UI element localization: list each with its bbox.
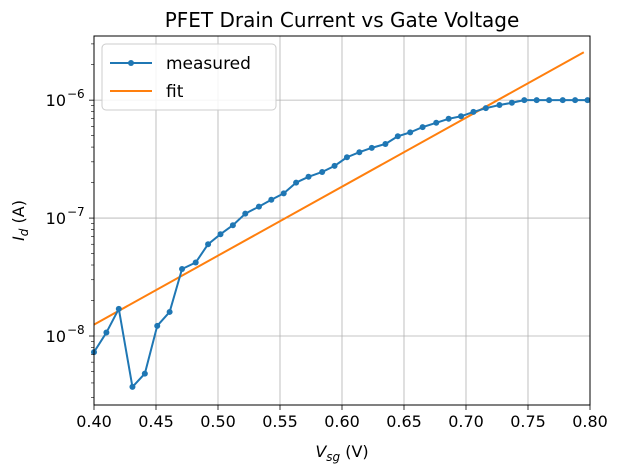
measured-point <box>546 97 553 104</box>
measured-point <box>382 140 389 147</box>
measured-point <box>368 144 375 151</box>
measured-line <box>93 99 588 388</box>
y-tick-label: 10 <box>46 327 66 346</box>
measured-point <box>331 162 338 169</box>
measured-point <box>470 108 477 115</box>
y-tick-exponent: −7 <box>67 205 85 219</box>
x-tick-label: 0.65 <box>386 412 422 431</box>
measured-point <box>482 105 489 112</box>
measured-point <box>205 241 212 248</box>
measured-point <box>115 305 122 312</box>
measured-point <box>179 266 186 273</box>
measured-point <box>559 97 566 104</box>
measured-point <box>141 370 148 377</box>
fit-line <box>93 51 585 326</box>
y-axis-ticks: 10−810−710−6 <box>46 43 94 398</box>
measured-point <box>192 259 199 266</box>
measured-point <box>305 173 312 180</box>
measured-point <box>103 329 110 336</box>
x-axis-label: Vsg (V) <box>315 442 368 464</box>
measured-series <box>91 97 591 390</box>
measured-point <box>217 231 224 238</box>
legend-measured-label: measured <box>166 54 251 74</box>
legend-fit-label: fit <box>166 82 184 102</box>
y-tick-label: 10 <box>46 91 66 110</box>
measured-point <box>255 203 262 210</box>
measured-point <box>572 97 579 104</box>
measured-point <box>229 222 236 229</box>
measured-point <box>129 383 136 390</box>
chart-title: PFET Drain Current vs Gate Voltage <box>165 8 520 32</box>
x-tick-label: 0.55 <box>262 412 298 431</box>
y-tick-exponent: −6 <box>67 87 85 101</box>
measured-point <box>394 133 401 140</box>
y-axis-label: Id (A) <box>9 200 31 241</box>
x-tick-label: 0.45 <box>138 412 174 431</box>
x-tick-label: 0.80 <box>572 412 608 431</box>
measured-point <box>445 115 452 122</box>
x-tick-label: 0.75 <box>510 412 546 431</box>
measured-point <box>319 168 326 175</box>
x-tick-label: 0.60 <box>324 412 360 431</box>
x-tick-label: 0.70 <box>448 412 484 431</box>
legend: measured fit <box>101 43 277 111</box>
measured-point <box>458 113 465 120</box>
legend-box <box>101 43 277 111</box>
measured-point <box>419 124 426 131</box>
measured-point <box>166 308 173 315</box>
measured-point <box>508 99 515 106</box>
measured-point <box>343 154 350 161</box>
measured-point <box>496 101 503 108</box>
measured-point <box>356 149 363 156</box>
legend-measured-marker <box>128 60 134 66</box>
measured-point <box>154 322 161 329</box>
y-tick-label: 10 <box>46 209 66 228</box>
measured-point <box>584 97 591 104</box>
measured-point <box>280 190 287 197</box>
x-tick-label: 0.50 <box>200 412 236 431</box>
measured-point <box>242 210 249 217</box>
measured-point <box>268 196 275 203</box>
measured-point <box>521 97 528 104</box>
y-tick-exponent: −8 <box>67 323 85 337</box>
measured-point <box>293 179 300 186</box>
measured-point <box>533 97 540 104</box>
x-axis-ticks: 0.40 0.45 0.50 0.55 0.60 0.65 0.70 0.75 0.80 <box>76 405 608 431</box>
measured-point <box>433 119 440 126</box>
x-tick-label: 0.40 <box>76 412 112 431</box>
measured-point <box>407 129 414 136</box>
fit-series <box>93 51 585 326</box>
